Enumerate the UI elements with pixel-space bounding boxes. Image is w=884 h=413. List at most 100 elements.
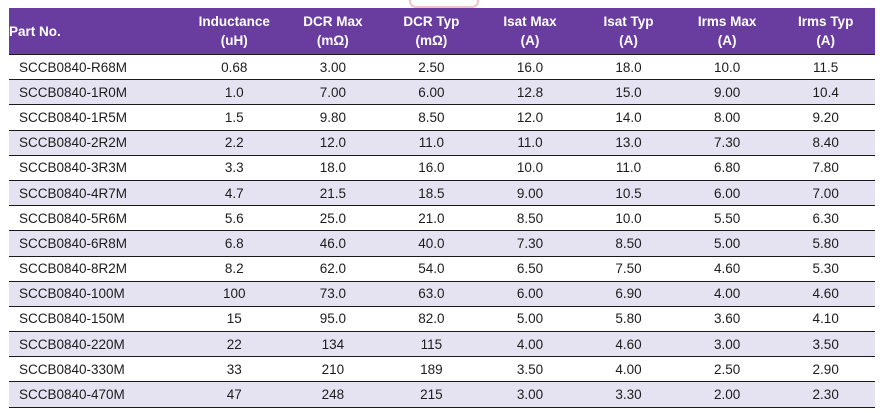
- value-cell: 4.60: [677, 255, 777, 282]
- column-unit: (A): [520, 33, 540, 48]
- table-row: SCCB0840-1R5M 1.5 9.80 8.50 12.0 14.0 8.00 9.20: [9, 104, 875, 131]
- part-no-cell: SCCB0840-1R5M: [9, 104, 185, 131]
- column-label: Isat Typ: [603, 14, 654, 29]
- column-unit: (uH): [220, 33, 248, 48]
- part-no-cell: SCCB0840-1R0M: [9, 79, 185, 105]
- value-cell: 0.68: [185, 53, 284, 80]
- value-cell: 1.0: [185, 79, 284, 105]
- column-header-isat-max: Isat Max (A): [480, 8, 580, 55]
- value-cell: 4.7: [185, 179, 284, 206]
- value-cell: 7.00: [283, 79, 383, 105]
- value-cell: 11.5: [776, 53, 875, 80]
- value-cell: 4.00: [677, 280, 777, 307]
- value-cell: 8.2: [185, 255, 284, 282]
- value-cell: 15: [185, 305, 284, 332]
- value-cell: 14.0: [579, 104, 678, 131]
- value-cell: 3.50: [480, 356, 580, 382]
- value-cell: 21.5: [283, 179, 383, 206]
- value-cell: 2.30: [776, 381, 875, 408]
- value-cell: 16.0: [382, 154, 481, 181]
- value-cell: 7.50: [579, 255, 678, 282]
- value-cell: 4.60: [776, 280, 875, 307]
- value-cell: 3.3: [185, 154, 284, 181]
- header-row: Part No. Inductance (uH) DCR Max (mΩ) DCR Typ…: [9, 8, 875, 55]
- value-cell: 7.30: [677, 129, 777, 156]
- value-cell: 18.5: [382, 179, 481, 206]
- part-no-cell: SCCB0840-150M: [9, 305, 185, 332]
- table-body: SCCB0840-R68M 0.68 3.00 2.50 16.0 18.0 10.0 11.…: [9, 53, 875, 408]
- value-cell: 10.4: [776, 79, 875, 105]
- table-row: SCCB0840-150M 15 95.0 82.0 5.00 5.80 3.60 4.10: [9, 305, 875, 332]
- column-header-irms-typ: Irms Typ (A): [776, 8, 875, 55]
- table-row: SCCB0840-5R6M 5.6 25.0 21.0 8.50 10.0 5.50 6.30: [9, 205, 875, 231]
- value-cell: 1.5: [185, 104, 284, 131]
- column-header-irms-max: Irms Max (A): [677, 8, 777, 55]
- value-cell: 40.0: [382, 230, 481, 256]
- value-cell: 73.0: [283, 280, 383, 307]
- annotation-ellipse-fragment: [409, 0, 479, 8]
- column-header-dcr-max: DCR Max (mΩ): [283, 8, 383, 55]
- column-unit: (mΩ): [415, 33, 448, 48]
- column-label: Inductance: [198, 14, 270, 29]
- table-header: Part No. Inductance (uH) DCR Max (mΩ) DCR Typ…: [9, 8, 875, 55]
- column-unit: (A): [717, 33, 737, 48]
- column-label: Isat Max: [503, 14, 557, 29]
- column-label: DCR Typ: [403, 14, 460, 29]
- value-cell: 8.50: [579, 230, 678, 256]
- value-cell: 82.0: [382, 305, 481, 332]
- part-no-cell: SCCB0840-6R8M: [9, 230, 185, 256]
- value-cell: 3.00: [480, 381, 580, 408]
- column-label: Irms Max: [697, 14, 757, 29]
- table-row: SCCB0840-4R7M 4.7 21.5 18.5 9.00 10.5 6.00 7.00: [9, 179, 875, 206]
- value-cell: 215: [382, 381, 481, 408]
- value-cell: 47: [185, 381, 284, 408]
- value-cell: 100: [185, 280, 284, 307]
- table-row: SCCB0840-1R0M 1.0 7.00 6.00 12.8 15.0 9.00 10.4: [9, 79, 875, 105]
- value-cell: 189: [382, 356, 481, 382]
- part-no-cell: SCCB0840-2R2M: [9, 129, 185, 156]
- part-no-cell: SCCB0840-8R2M: [9, 255, 185, 282]
- part-no-cell: SCCB0840-3R3M: [9, 154, 185, 181]
- value-cell: 6.50: [480, 255, 580, 282]
- value-cell: 25.0: [283, 205, 383, 231]
- part-no-cell: SCCB0840-5R6M: [9, 205, 185, 231]
- table-row: SCCB0840-100M 100 73.0 63.0 6.00 6.90 4.00 4.60: [9, 280, 875, 307]
- value-cell: 18.0: [283, 154, 383, 181]
- table-row: SCCB0840-R68M 0.68 3.00 2.50 16.0 18.0 10.0 11.…: [9, 53, 875, 80]
- table-row: SCCB0840-8R2M 8.2 62.0 54.0 6.50 7.50 4.60 5.30: [9, 255, 875, 282]
- value-cell: 210: [283, 356, 383, 382]
- value-cell: 16.0: [480, 53, 580, 80]
- table-row: SCCB0840-220M 22 134 115 4.00 4.60 3.00 3.50: [9, 331, 875, 357]
- part-no-cell: SCCB0840-220M: [9, 331, 185, 357]
- value-cell: 5.30: [776, 255, 875, 282]
- value-cell: 6.00: [677, 179, 777, 206]
- column-header-dcr-typ: DCR Typ (mΩ): [382, 8, 481, 55]
- column-unit: (A): [619, 33, 638, 48]
- value-cell: 4.00: [480, 331, 580, 357]
- value-cell: 10.0: [579, 205, 678, 231]
- table-row: SCCB0840-3R3M 3.3 18.0 16.0 10.0 11.0 6.80 7.80: [9, 154, 875, 181]
- value-cell: 12.8: [480, 79, 580, 105]
- table-row: SCCB0840-2R2M 2.2 12.0 11.0 11.0 13.0 7.30 8.40: [9, 129, 875, 156]
- column-unit: (A): [816, 33, 836, 48]
- value-cell: 2.90: [776, 356, 875, 382]
- inductor-spec-table: Part No. Inductance (uH) DCR Max (mΩ) DCR Typ…: [9, 8, 875, 408]
- value-cell: 9.00: [677, 79, 777, 105]
- value-cell: 8.50: [480, 205, 580, 231]
- value-cell: 8.40: [776, 129, 875, 156]
- column-unit: (mΩ): [316, 33, 349, 48]
- column-header-inductance: Inductance (uH): [185, 8, 284, 55]
- value-cell: 13.0: [579, 129, 678, 156]
- value-cell: 2.50: [382, 53, 481, 80]
- value-cell: 11.0: [382, 129, 481, 156]
- value-cell: 3.30: [579, 381, 678, 408]
- value-cell: 12.0: [283, 129, 383, 156]
- value-cell: 33: [185, 356, 284, 382]
- column-label: Part No.: [9, 23, 61, 39]
- value-cell: 10.0: [677, 53, 777, 80]
- value-cell: 5.00: [480, 305, 580, 332]
- value-cell: 6.30: [776, 205, 875, 231]
- value-cell: 10.0: [480, 154, 580, 181]
- value-cell: 7.30: [480, 230, 580, 256]
